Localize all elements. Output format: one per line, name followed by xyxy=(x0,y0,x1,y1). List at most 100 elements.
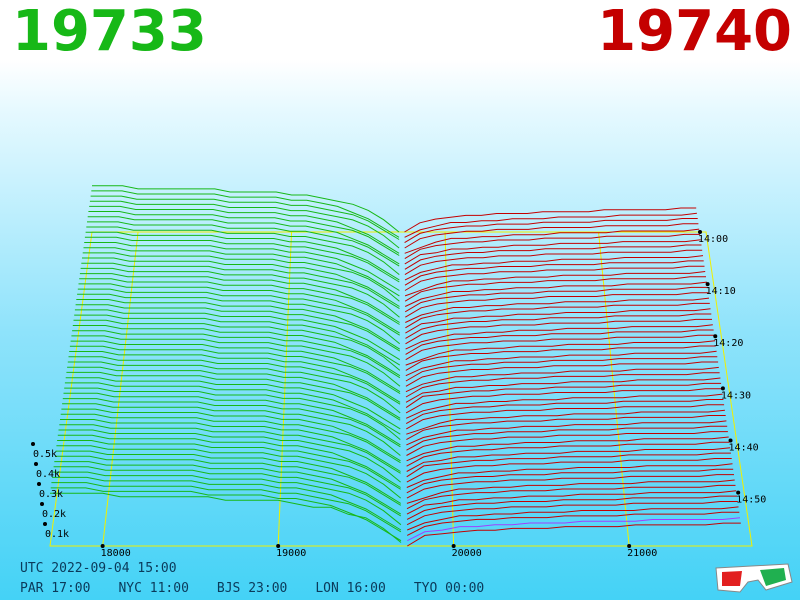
bid-depth-line xyxy=(78,283,400,334)
bid-depth-line xyxy=(82,257,400,307)
time-tick-label: 14:20 xyxy=(713,338,743,349)
ask-price: 19740 xyxy=(597,0,792,64)
ask-depth-line xyxy=(405,308,711,334)
ask-depth-line xyxy=(406,431,728,456)
depth-tick-label: 0.2k xyxy=(42,509,66,520)
time-tick-label: 14:30 xyxy=(721,390,751,401)
bid-depth-line xyxy=(59,424,401,474)
ask-depth-line xyxy=(406,458,732,483)
ask-depth-line xyxy=(406,441,730,467)
bid-depth-line xyxy=(60,413,401,464)
ask-depth-line xyxy=(405,382,722,409)
ask-depth-line xyxy=(405,329,714,355)
time-tick-mark xyxy=(705,282,710,287)
3d-glasses-icon[interactable] xyxy=(714,560,794,596)
bid-depth-line xyxy=(65,377,401,430)
time-tick-label: 14:00 xyxy=(698,234,728,245)
bid-depth-line xyxy=(50,487,402,542)
bid-price: 19733 xyxy=(12,0,207,64)
bid-depth-line xyxy=(77,293,401,345)
ask-depth-line xyxy=(406,452,731,478)
x-tick-label: 21000 xyxy=(627,548,657,559)
bid-depth-line xyxy=(80,267,400,318)
ask-depth-line xyxy=(404,207,697,233)
ask-depth-line xyxy=(404,265,705,291)
bid-depth-line xyxy=(55,450,401,504)
clock-new-york: NYC 11:00 xyxy=(118,581,189,596)
ask-depth-line xyxy=(407,517,741,542)
ask-depth-line xyxy=(406,511,740,536)
clock-paris: PAR 17:00 xyxy=(20,581,91,596)
ask-depth-line xyxy=(404,276,706,302)
floor-frame xyxy=(49,231,753,547)
ask-depth-line xyxy=(405,313,712,339)
x-tick-mark xyxy=(276,544,281,548)
bid-depth-line xyxy=(63,392,401,446)
depth-tick-mark xyxy=(37,482,41,486)
bid-depth-line xyxy=(75,304,401,352)
ask-depth-line xyxy=(406,425,728,451)
bid-depth-line xyxy=(58,429,401,483)
bid-depth-line xyxy=(61,408,401,462)
bid-depth-line xyxy=(52,471,402,526)
bid-depth-line xyxy=(84,242,400,291)
ask-depth-line xyxy=(404,228,700,254)
ask-depth-line xyxy=(407,522,741,547)
ask-depth-line xyxy=(405,324,713,350)
ask-depth-line xyxy=(406,495,737,520)
time-tick-mark xyxy=(720,386,725,391)
x-tick-label: 19000 xyxy=(276,548,306,559)
bid-depth-line xyxy=(74,309,401,361)
x-tick-mark xyxy=(627,544,632,548)
ask-depth-line xyxy=(404,271,706,297)
depth-tick-label: 0.5k xyxy=(33,449,57,460)
bid-depth-line xyxy=(85,231,400,281)
x-tick-label: 18000 xyxy=(101,548,131,559)
ask-depth-line xyxy=(405,361,719,387)
ask-depth-line xyxy=(406,404,725,430)
ask-depth-line xyxy=(405,377,721,403)
bid-depth-line xyxy=(64,387,401,440)
ask-depth-line xyxy=(404,281,707,307)
ask-depth-line xyxy=(406,415,726,441)
bid-depth-line xyxy=(81,262,400,310)
time-tick-label: 14:40 xyxy=(729,442,759,453)
world-clocks: PAR 17:00 NYC 11:00 BJS 23:00 LON 16:00 … xyxy=(20,581,484,596)
ask-depth-line xyxy=(406,436,729,462)
bid-depth-line xyxy=(72,325,401,377)
time-tick-label: 14:50 xyxy=(736,495,766,506)
bid-depth-line xyxy=(92,185,400,233)
bid-depth-line xyxy=(51,482,402,533)
ask-depth-line xyxy=(405,388,722,414)
ask-depth-line xyxy=(406,501,738,526)
ask-depth-line xyxy=(406,468,734,494)
depth-tick-label: 0.4k xyxy=(36,469,60,480)
bid-depth-line xyxy=(72,330,401,379)
bid-depth-line xyxy=(69,351,401,403)
x-tick-label: 20000 xyxy=(452,548,482,559)
ask-depth-line xyxy=(405,356,718,382)
depth-tick-mark xyxy=(34,462,38,466)
depth-tick-label: 0.3k xyxy=(39,489,63,500)
bid-depth-line xyxy=(74,314,401,366)
x-tick-mark xyxy=(100,544,105,548)
ask-depth-line xyxy=(405,334,715,361)
ask-depth-line xyxy=(404,244,702,270)
bid-depth-line xyxy=(79,273,400,323)
bid-depth-line xyxy=(87,216,400,265)
bid-depth-line xyxy=(89,205,400,254)
bid-depth-line xyxy=(83,247,400,297)
ask-depth-line xyxy=(405,350,717,377)
bid-depth-line xyxy=(55,455,402,506)
ask-depth-line xyxy=(404,249,703,276)
ask-depth-line xyxy=(406,490,737,515)
bid-depth-line xyxy=(73,319,401,371)
bid-depth-line xyxy=(57,434,401,488)
bid-depth-line xyxy=(79,278,400,325)
bid-depth-line xyxy=(62,398,401,448)
ask-depth-line xyxy=(404,223,699,249)
bid-depth-line xyxy=(89,200,400,249)
bid-depth-line xyxy=(71,335,401,387)
ask-depth-line xyxy=(405,393,723,419)
